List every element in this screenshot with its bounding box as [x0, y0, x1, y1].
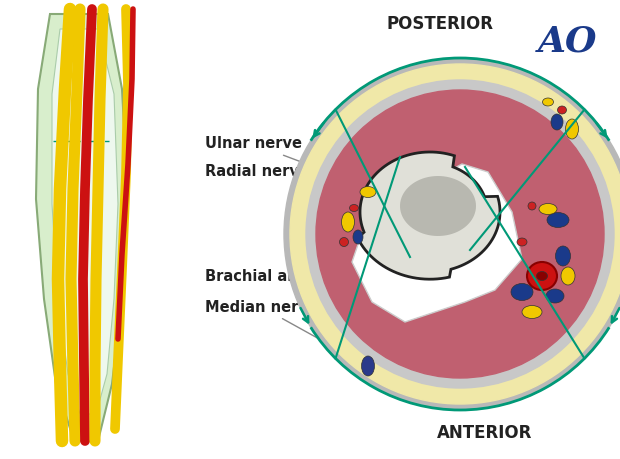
Text: Brachial artery: Brachial artery: [205, 269, 525, 299]
Ellipse shape: [556, 246, 570, 266]
Ellipse shape: [340, 237, 348, 246]
Ellipse shape: [536, 272, 547, 280]
Ellipse shape: [517, 238, 527, 246]
Text: ANTERIOR: ANTERIOR: [437, 424, 533, 442]
Ellipse shape: [528, 202, 536, 210]
Ellipse shape: [511, 284, 533, 301]
Polygon shape: [400, 176, 476, 236]
Ellipse shape: [527, 262, 557, 290]
Polygon shape: [352, 164, 522, 322]
Ellipse shape: [557, 106, 567, 114]
Ellipse shape: [539, 203, 557, 214]
Polygon shape: [358, 152, 500, 279]
Polygon shape: [52, 239, 110, 284]
Ellipse shape: [360, 186, 376, 197]
Ellipse shape: [546, 289, 564, 303]
Ellipse shape: [547, 213, 569, 228]
Ellipse shape: [353, 230, 363, 244]
Text: Radial nerve: Radial nerve: [205, 163, 370, 205]
Circle shape: [306, 80, 614, 388]
Ellipse shape: [565, 119, 578, 139]
Circle shape: [290, 64, 620, 404]
Ellipse shape: [361, 356, 374, 376]
Text: POSTERIOR: POSTERIOR: [386, 15, 494, 33]
Ellipse shape: [342, 212, 355, 232]
Text: Ulnar nerve: Ulnar nerve: [205, 136, 357, 183]
Ellipse shape: [542, 98, 554, 106]
Ellipse shape: [551, 114, 563, 130]
Polygon shape: [52, 29, 118, 414]
Ellipse shape: [522, 306, 542, 319]
Text: AO: AO: [538, 24, 598, 58]
Ellipse shape: [350, 205, 358, 212]
Polygon shape: [52, 119, 110, 169]
Circle shape: [284, 58, 620, 410]
Ellipse shape: [561, 267, 575, 285]
Polygon shape: [36, 14, 128, 441]
Circle shape: [316, 90, 604, 378]
Text: Median nerve: Median nerve: [205, 300, 366, 364]
